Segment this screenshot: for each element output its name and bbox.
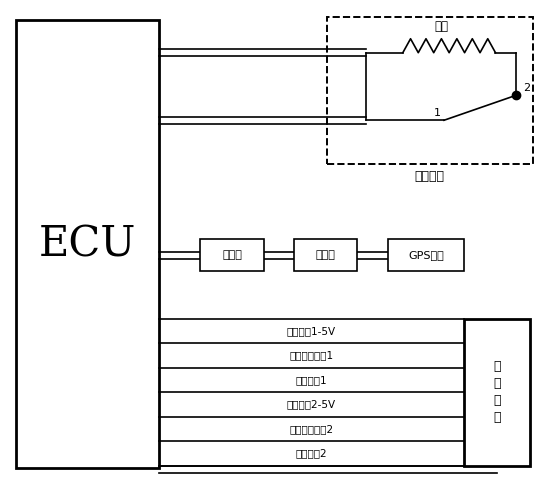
Text: 电阔: 电阔 [434,20,448,33]
Text: GPS设备: GPS设备 [408,250,444,260]
Bar [294,239,357,271]
Text: 电源输入1-5V: 电源输入1-5V [287,326,336,336]
Text: 油
门
踏
板: 油 门 踏 板 [493,360,501,424]
Text: 信号接地2: 信号接地2 [296,448,327,458]
Text: ECU: ECU [39,223,137,265]
Bar [388,239,464,271]
Text: 选择开关: 选择开关 [414,170,445,183]
Bar [464,319,530,466]
Text: 通讯口: 通讯口 [222,250,242,260]
Text: 1: 1 [434,108,441,118]
Text: 共轨行: 共轨行 [315,250,335,260]
Bar [327,17,533,164]
Bar [200,239,264,271]
Text: 踏板信号输出2: 踏板信号输出2 [289,424,334,434]
Text: 2: 2 [523,83,530,93]
Bar [16,20,159,468]
Text: 踏板信号输出1: 踏板信号输出1 [289,351,334,361]
Text: 电源输入2-5V: 电源输入2-5V [287,399,336,409]
Text: 信号接地1: 信号接地1 [296,375,327,385]
